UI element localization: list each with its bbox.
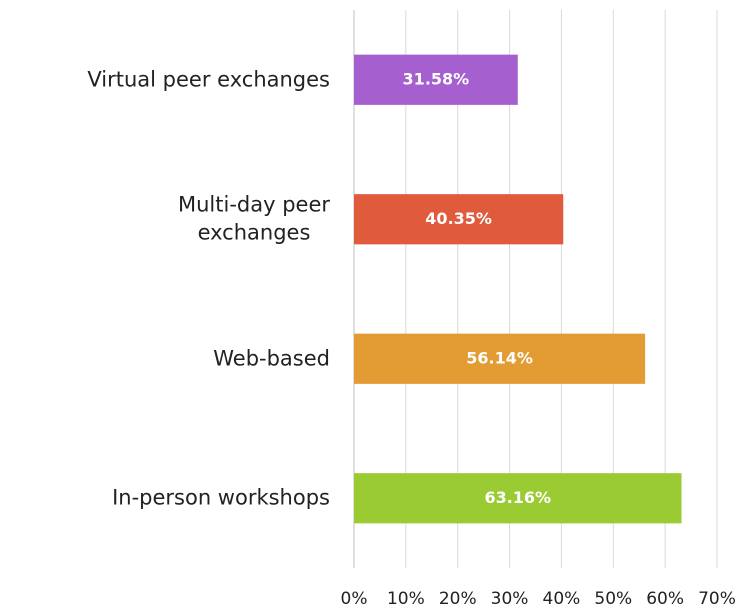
bar xyxy=(354,333,646,384)
category-label-box: Multi-day peer exchanges xyxy=(0,192,330,247)
x-tick-label: 20% xyxy=(439,589,477,609)
x-tick-label: 60% xyxy=(646,589,684,609)
bar xyxy=(354,194,564,245)
bar xyxy=(354,473,682,524)
x-tick-label: 0% xyxy=(341,589,368,609)
y-tick-label: Virtual peer exchanges xyxy=(87,67,330,92)
x-tick-label: 30% xyxy=(491,589,529,609)
category-label-box: In-person workshops xyxy=(0,485,330,512)
category-label-box: Web-based xyxy=(0,345,330,372)
y-tick-label: Multi-day peer exchanges xyxy=(177,192,330,245)
value-label: 56.14% xyxy=(466,348,533,367)
value-label: 31.58% xyxy=(403,69,470,88)
x-tick-label: 50% xyxy=(594,589,632,609)
category-label-box: Virtual peer exchanges xyxy=(0,66,330,93)
x-tick-label: 10% xyxy=(387,589,425,609)
x-tick-label: 40% xyxy=(543,589,581,609)
x-tick-label: 70% xyxy=(698,589,736,609)
value-label: 40.35% xyxy=(425,209,492,228)
value-label: 63.16% xyxy=(484,488,551,507)
y-tick-label: In-person workshops xyxy=(112,485,330,510)
bar xyxy=(354,54,518,105)
y-tick-label: Web-based xyxy=(213,346,330,371)
